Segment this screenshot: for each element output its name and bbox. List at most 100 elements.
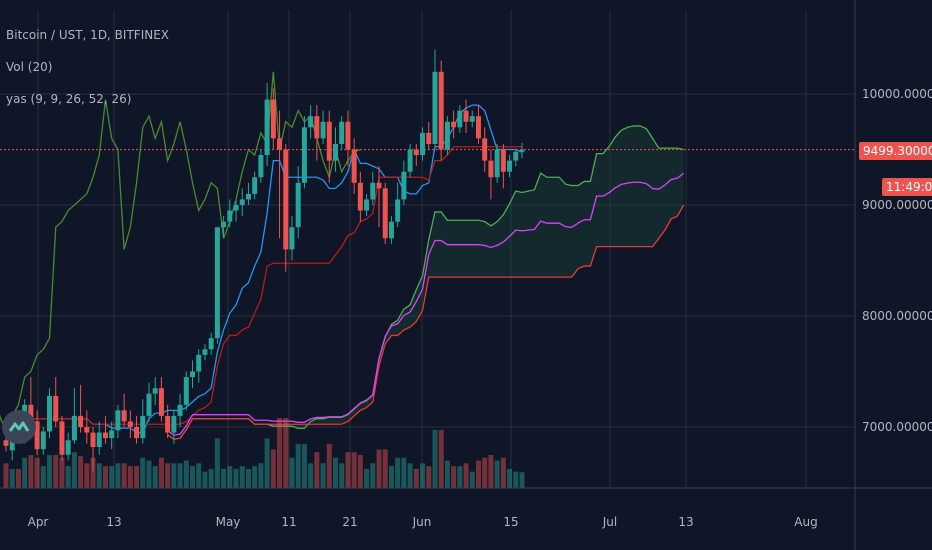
candle-body — [196, 354, 202, 372]
x-tick-label: 13 — [678, 515, 693, 529]
x-tick-label: Apr — [28, 515, 49, 529]
candle-body — [401, 171, 407, 200]
candle-body — [53, 395, 59, 422]
candle-body — [239, 199, 245, 205]
volume-bar — [202, 471, 208, 488]
candle-body — [96, 432, 102, 447]
candle-body — [426, 132, 432, 144]
candle-body — [152, 388, 158, 394]
indicator-legend[interactable]: yas (9, 9, 26, 52, 26) — [6, 92, 132, 106]
volume-bar — [221, 468, 227, 488]
volume-bar — [233, 468, 239, 488]
candle-body — [332, 143, 338, 161]
volume-bar — [177, 463, 183, 488]
candle-body — [208, 338, 214, 350]
candle-body — [494, 149, 500, 178]
candle-body — [34, 421, 40, 450]
x-tick-label: 13 — [106, 515, 121, 529]
candle-body — [370, 182, 376, 200]
volume-bar — [463, 463, 469, 488]
volume-bar — [165, 463, 171, 488]
volume-bar — [519, 472, 525, 488]
candle-body — [376, 182, 382, 189]
candle-body — [289, 227, 295, 250]
candle-body — [165, 415, 171, 433]
volume-bar — [376, 449, 382, 488]
volume-bar — [320, 463, 326, 488]
candle-body — [221, 221, 227, 228]
volume-bar — [364, 468, 370, 488]
candle-body — [40, 431, 46, 450]
candle-body — [469, 116, 475, 122]
candle-body — [115, 410, 121, 431]
candle-body — [357, 182, 363, 211]
candle-body — [364, 199, 370, 211]
candle-body — [438, 71, 444, 150]
volume-bar — [339, 463, 345, 488]
candle-body — [308, 116, 314, 128]
candle-body — [90, 432, 96, 447]
candle-body — [277, 138, 283, 150]
x-tick-label: Jul — [602, 515, 617, 529]
volume-bar — [332, 457, 338, 488]
volume-bar — [432, 430, 438, 488]
volume-bar — [214, 438, 220, 488]
volume-bar — [494, 460, 500, 488]
volume-bar — [345, 452, 351, 488]
candle-body — [202, 349, 208, 355]
cloud-fill — [167, 125, 684, 440]
volume-bar — [500, 457, 506, 488]
candle-body — [395, 199, 401, 222]
symbol-legend[interactable]: Bitcoin / UST, 1D, BITFINEX — [6, 28, 170, 42]
tradingview-logo-icon[interactable] — [2, 410, 36, 444]
indicator-lines — [0, 71, 855, 440]
x-tick-label: Aug — [794, 515, 817, 529]
volume-bar — [444, 460, 450, 488]
volume-bar — [28, 455, 34, 488]
volume-bar — [34, 457, 40, 488]
candle-body — [71, 415, 77, 441]
candle-body — [158, 388, 164, 416]
candle-body — [488, 160, 494, 178]
candle-body — [47, 395, 53, 432]
volume-bar — [208, 468, 214, 488]
candles — [3, 49, 525, 472]
candle-body — [134, 427, 140, 439]
volume-bar — [152, 466, 158, 488]
candle-body — [171, 415, 177, 433]
volume-bar — [395, 457, 401, 488]
volume-bar — [295, 443, 301, 488]
candle-body — [121, 410, 127, 422]
candle-body — [283, 149, 289, 250]
volume-legend[interactable]: Vol (20) — [6, 60, 53, 74]
candle-body — [78, 415, 84, 427]
volume-bars — [3, 418, 525, 488]
volume-bar — [507, 468, 513, 488]
volume-bar — [488, 455, 494, 488]
volume-bar — [140, 457, 146, 488]
volume-bar — [314, 452, 320, 488]
candle-body — [326, 121, 332, 161]
volume-bar — [227, 466, 233, 488]
candle-body — [245, 193, 251, 200]
volume-bar — [96, 463, 102, 488]
volume-bar — [65, 466, 71, 488]
countdown-tag: 11:49:03 — [882, 178, 932, 196]
candle-body — [84, 427, 90, 433]
candle-body — [65, 440, 71, 455]
volume-bar — [401, 457, 407, 488]
volume-bar — [239, 466, 245, 488]
mid-line — [167, 172, 685, 436]
candle-body — [264, 99, 270, 156]
volume-bar — [357, 455, 363, 488]
y-tick-label: 9000.00000000 — [862, 198, 932, 212]
volume-bar — [407, 463, 413, 488]
volume-bar — [301, 443, 307, 488]
x-tick-label: 15 — [503, 515, 518, 529]
candle-body — [339, 121, 345, 144]
candle-body — [382, 188, 388, 239]
volume-bar — [283, 418, 289, 488]
